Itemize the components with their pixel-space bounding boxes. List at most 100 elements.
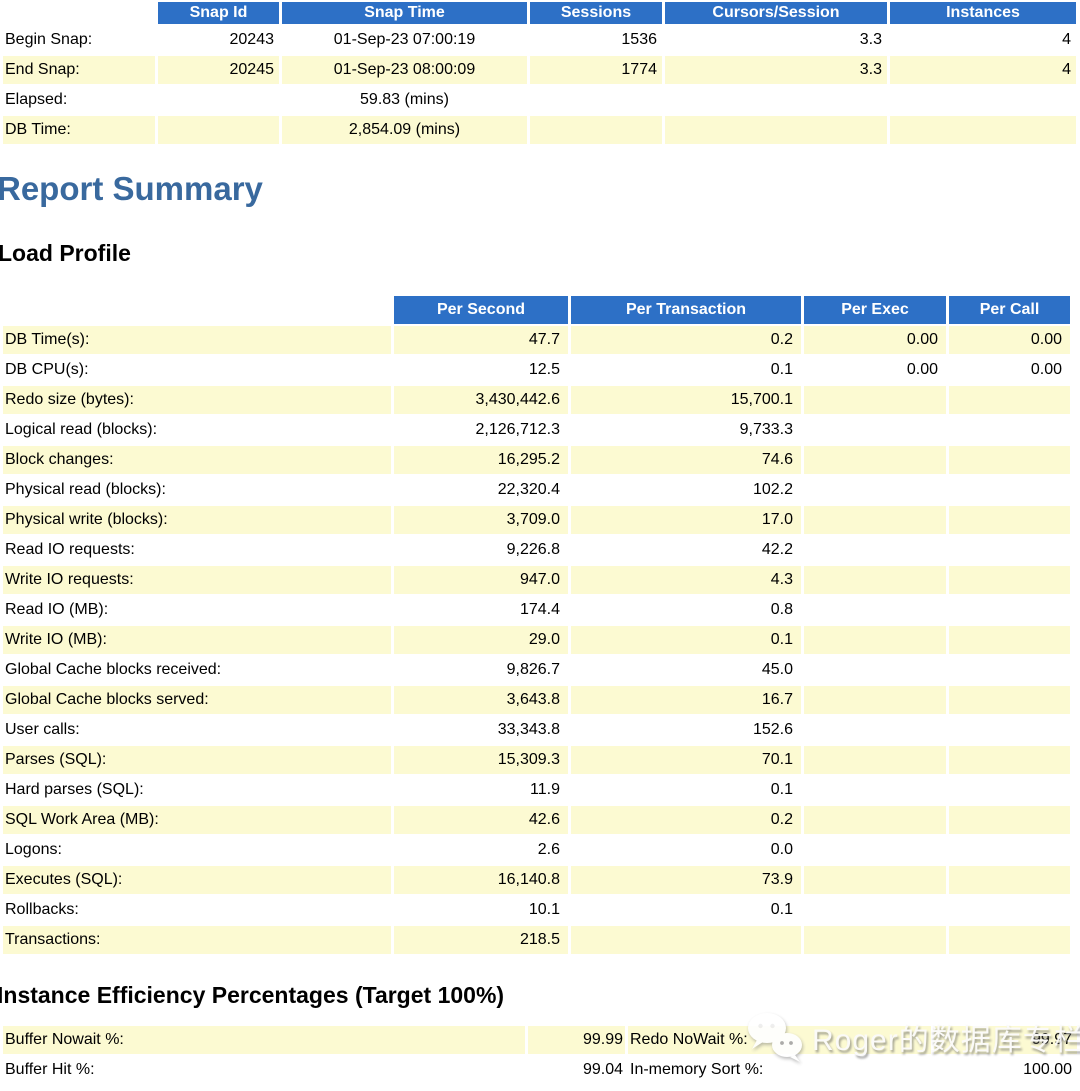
- load-profile-col-per-exec: Per Exec: [804, 296, 946, 324]
- per-second-value: 9,226.8: [506, 541, 560, 558]
- sessions-cell: 1536: [621, 31, 657, 48]
- per-call-value: [949, 746, 1070, 774]
- load-profile-row: Logical read (blocks): 2,126,712.3 9,733.3: [3, 416, 1070, 444]
- cursors-session-cell: [665, 86, 887, 114]
- per-exec-value: [804, 686, 946, 714]
- metric-label: SQL Work Area (MB):: [3, 806, 391, 834]
- per-exec-value: [804, 896, 946, 924]
- load-profile-corner-cell: [3, 296, 391, 324]
- load-profile-row: Physical write (blocks): 3,709.0 17.0: [3, 506, 1070, 534]
- per-second-value: 218.5: [394, 926, 568, 954]
- load-profile-row: Transactions: 218.5: [3, 926, 1070, 954]
- per-transaction-value: 9,733.3: [739, 421, 793, 438]
- per-second-value: 174.4: [519, 601, 560, 618]
- efficiency-label-left: Buffer Hit %:: [5, 1061, 95, 1078]
- per-second-value: 22,320.4: [497, 481, 560, 498]
- snapshot-col-sessions: Sessions: [530, 2, 662, 24]
- per-second-value: 16,140.8: [394, 866, 568, 894]
- per-call-value: [949, 716, 1070, 744]
- metric-label: Rollbacks:: [5, 901, 79, 918]
- snapshot-row-label: DB Time:: [3, 116, 155, 144]
- per-call-value: [949, 476, 1070, 504]
- per-transaction-value: 0.2: [571, 326, 801, 354]
- metric-label: Parses (SQL):: [3, 746, 391, 774]
- efficiency-label-right: Redo NoWait %:: [628, 1026, 931, 1054]
- instances-cell: [890, 116, 1076, 144]
- snapshot-col-snap-time: Snap Time: [282, 2, 527, 24]
- per-call-value: [949, 416, 1070, 444]
- load-profile-row: Write IO requests: 947.0 4.3: [3, 566, 1070, 594]
- snapshot-row: DB Time: 2,854.09 (mins): [3, 116, 1076, 144]
- per-exec-value: [804, 836, 946, 864]
- metric-label: Physical read (blocks):: [5, 481, 166, 498]
- per-exec-value: [804, 626, 946, 654]
- load-profile-row: Read IO (MB): 174.4 0.8: [3, 596, 1070, 624]
- per-second-value: 3,643.8: [394, 686, 568, 714]
- per-call-value: [949, 686, 1070, 714]
- snap-id-cell: 20243: [229, 31, 275, 48]
- load-profile-col-per-transaction: Per Transaction: [571, 296, 801, 324]
- load-profile-row: Physical read (blocks): 22,320.4 102.2: [3, 476, 1070, 504]
- per-exec-value: [804, 536, 946, 564]
- instances-cell: 4: [890, 56, 1076, 84]
- per-second-value: 16,295.2: [394, 446, 568, 474]
- per-call-value: 0.00: [949, 326, 1070, 354]
- per-exec-value: [804, 596, 946, 624]
- per-transaction-value: 70.1: [571, 746, 801, 774]
- metric-label: Logical read (blocks):: [5, 421, 158, 438]
- per-transaction-value: 102.2: [752, 481, 793, 498]
- metric-label: Write IO requests:: [3, 566, 391, 594]
- instances-cell: [890, 86, 1076, 114]
- per-call-value: [949, 896, 1070, 924]
- per-transaction-value: 73.9: [571, 866, 801, 894]
- cursors-session-cell: 3.3: [665, 56, 887, 84]
- snap-time-cell: 01-Sep-23 07:00:19: [333, 31, 476, 48]
- per-call-value: [949, 536, 1070, 564]
- per-transaction-value: 0.1: [571, 626, 801, 654]
- efficiency-label-right: In-memory Sort %:: [630, 1061, 764, 1078]
- snapshot-row: End Snap: 20245 01-Sep-23 08:00:09 1774 3.3 4: [3, 56, 1076, 84]
- per-second-value: 947.0: [394, 566, 568, 594]
- per-transaction-value: 152.6: [752, 721, 793, 738]
- load-profile-row: Block changes: 16,295.2 74.6: [3, 446, 1070, 474]
- sessions-cell: [530, 86, 662, 114]
- per-transaction-value: [571, 926, 801, 954]
- instance-efficiency-table: Buffer Nowait %: 99.99 Redo NoWait %: 99.97…: [0, 1024, 1080, 1086]
- snapshot-row: Elapsed: 59.83 (mins): [3, 86, 1076, 114]
- load-profile-row: Logons: 2.6 0.0: [3, 836, 1070, 864]
- per-exec-value: [804, 566, 946, 594]
- per-exec-value: [804, 386, 946, 414]
- efficiency-label-left: Buffer Nowait %:: [3, 1026, 525, 1054]
- per-transaction-value: 0.8: [770, 601, 793, 618]
- per-exec-value: [804, 506, 946, 534]
- per-second-value: 3,430,442.6: [394, 386, 568, 414]
- snapshot-row: Begin Snap: 20243 01-Sep-23 07:00:19 1536 3.…: [3, 26, 1076, 54]
- snap-time-cell: 59.83 (mins): [360, 91, 449, 108]
- per-second-value: 33,343.8: [497, 721, 560, 738]
- per-transaction-value: 0.1: [770, 361, 793, 378]
- load-profile-row: DB Time(s): 47.7 0.2 0.00 0.00: [3, 326, 1070, 354]
- load-profile-table: Per Second Per Transaction Per Exec Per …: [0, 294, 1073, 956]
- load-profile-heading: Load Profile: [0, 240, 131, 266]
- per-second-value: 10.1: [528, 901, 560, 918]
- metric-label: Read IO requests:: [5, 541, 135, 558]
- load-profile-row: Read IO requests: 9,226.8 42.2: [3, 536, 1070, 564]
- per-call-value: [949, 656, 1070, 684]
- per-second-value: 29.0: [394, 626, 568, 654]
- load-profile-row: Global Cache blocks received: 9,826.7 45.0: [3, 656, 1070, 684]
- per-call-value: [949, 836, 1070, 864]
- snapshot-col-snap-id: Snap Id: [158, 2, 279, 24]
- per-second-value: 12.5: [528, 361, 560, 378]
- per-second-value: 15,309.3: [394, 746, 568, 774]
- report-summary-heading: Report Summary: [0, 170, 263, 207]
- per-call-value: [949, 776, 1070, 804]
- efficiency-value-right: 100.00: [1023, 1061, 1072, 1078]
- per-call-value: [949, 596, 1070, 624]
- metric-label: Read IO (MB):: [5, 601, 109, 618]
- metric-label: Hard parses (SQL):: [5, 781, 144, 798]
- efficiency-value-right: 99.97: [934, 1026, 1077, 1054]
- per-transaction-value: 0.2: [571, 806, 801, 834]
- per-exec-value: 0.00: [804, 326, 946, 354]
- snapshot-col-instances: Instances: [890, 2, 1076, 24]
